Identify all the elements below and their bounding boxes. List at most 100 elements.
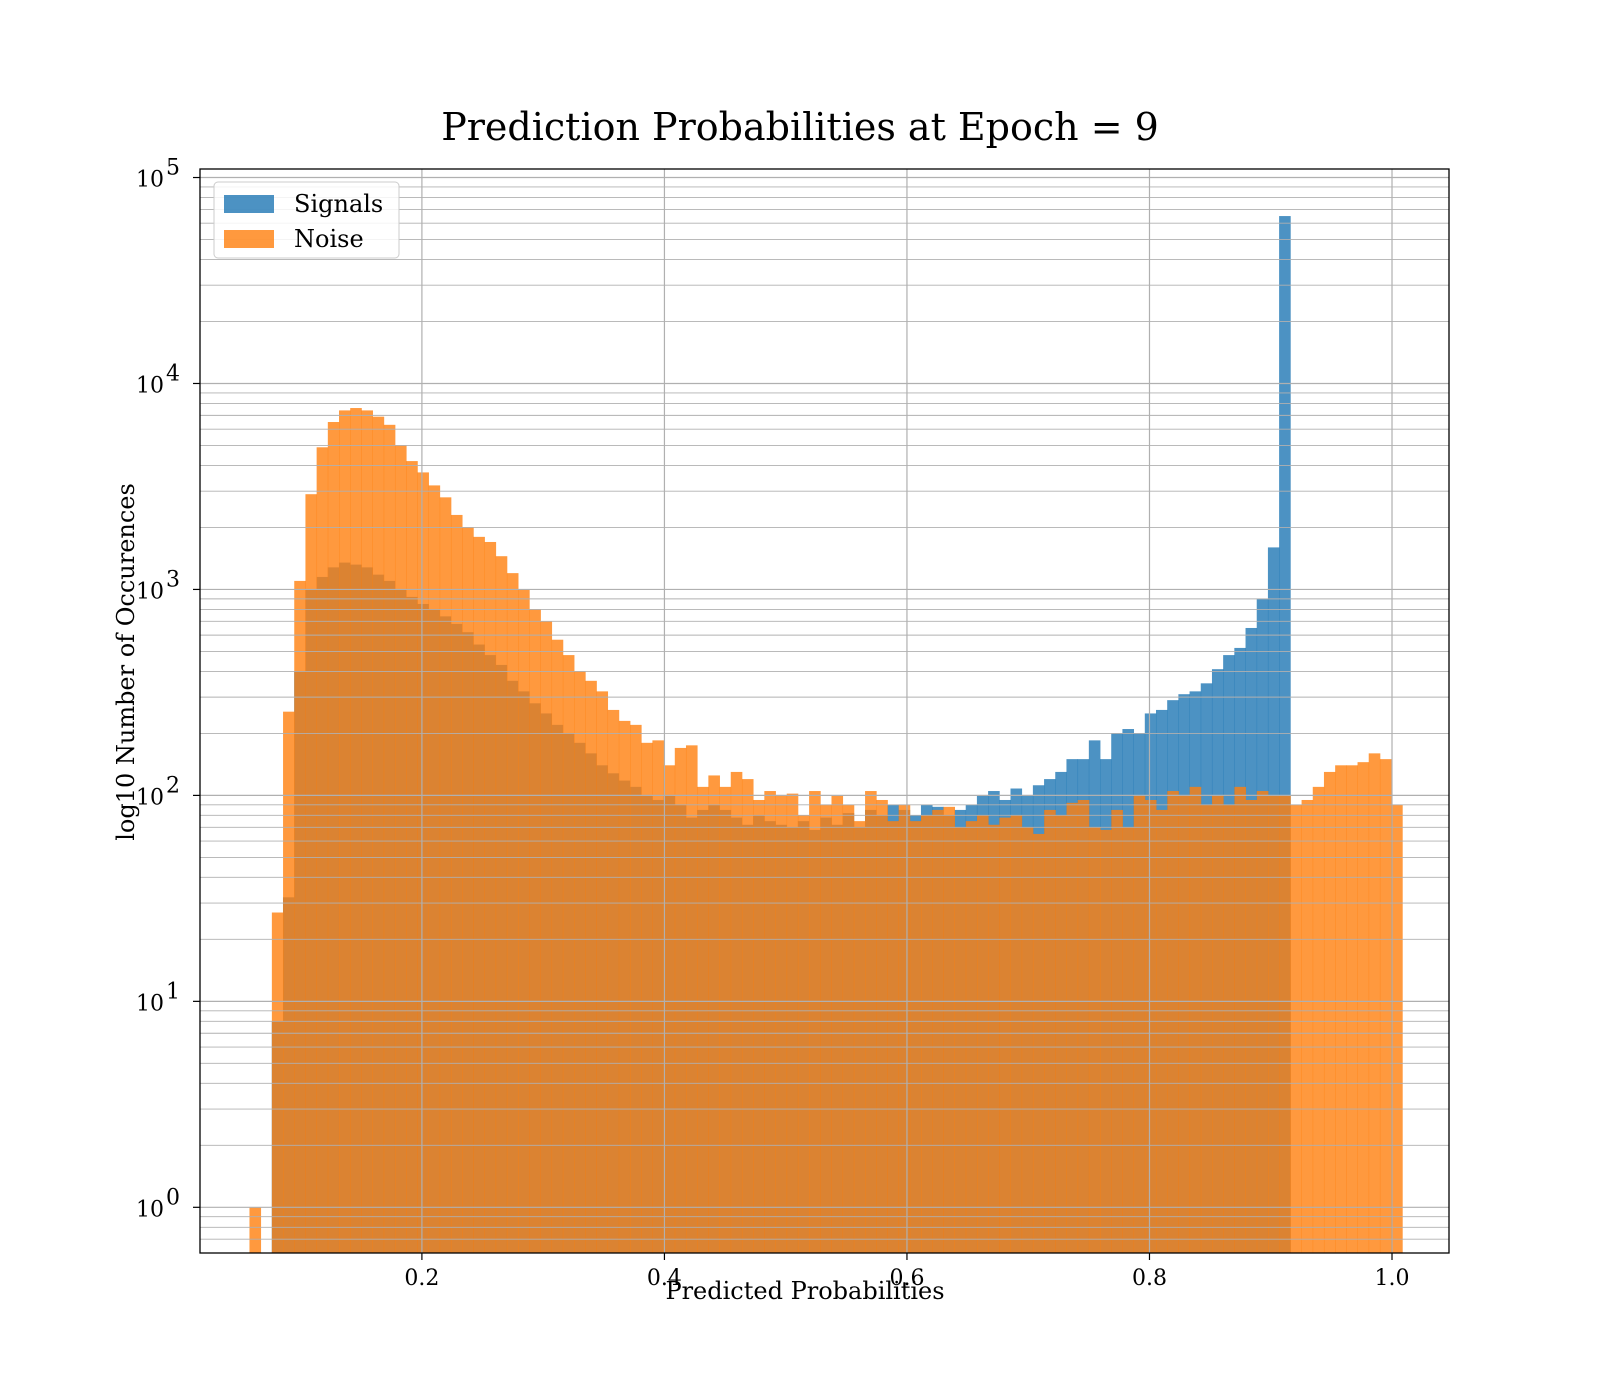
y-tick-label: 10 (136, 168, 164, 193)
noise-bar (809, 791, 821, 1253)
noise-bar (1144, 799, 1157, 1253)
noise-bar (1301, 799, 1314, 1253)
noise-bar (406, 461, 418, 1253)
noise-bar (663, 765, 676, 1253)
noise-bar (697, 786, 709, 1253)
noise-bar (1200, 804, 1213, 1253)
noise-bar (652, 740, 664, 1253)
noise-bar (596, 691, 609, 1253)
y-axis-label: log10 Number of Occurences (112, 483, 140, 841)
noise-bar (775, 795, 788, 1253)
noise-bar (1077, 799, 1090, 1253)
noise-bar (417, 472, 429, 1253)
noise-bar (383, 424, 396, 1253)
noise-bar (954, 827, 967, 1253)
noise-bar (327, 422, 340, 1253)
y-tick-label: 10 (136, 1197, 164, 1222)
noise-bar (574, 671, 586, 1253)
x-tick-label: 0.4 (647, 1266, 682, 1291)
noise-bar (1335, 765, 1347, 1253)
noise-bar (1133, 795, 1146, 1253)
y-tick-label: 10 (136, 991, 164, 1016)
noise-bar (249, 1207, 262, 1253)
noise-bar (921, 815, 933, 1253)
noise-bar (1256, 791, 1269, 1253)
legend-label-signals: Signals (294, 190, 383, 218)
noise-bar (1323, 771, 1336, 1253)
chart-title: Prediction Probabilities at Epoch = 9 (441, 105, 1159, 149)
noise-bar (1234, 786, 1246, 1253)
noise-bar (999, 817, 1011, 1253)
noise-bar (1100, 829, 1112, 1253)
noise-bar (719, 786, 732, 1253)
noise-bar (887, 821, 900, 1253)
y-tick-exponent: 2 (166, 773, 180, 798)
noise-bar (1111, 809, 1123, 1253)
noise-bar (674, 747, 687, 1253)
noise-bar (943, 806, 955, 1253)
noise-bar (1167, 791, 1179, 1253)
noise-bar (551, 639, 564, 1253)
noise-bar (350, 408, 362, 1253)
noise-bar (1032, 833, 1045, 1253)
noise-bar (439, 497, 452, 1253)
noise-bar (708, 775, 720, 1253)
noise-bar (1178, 795, 1191, 1253)
noise-bar (797, 815, 810, 1253)
noise-bar (1212, 795, 1224, 1253)
noise-bar (540, 621, 553, 1253)
noise-bar (462, 527, 474, 1253)
y-tick-exponent: 4 (166, 361, 180, 386)
legend-label-noise: Noise (294, 225, 364, 253)
noise-bar (730, 771, 743, 1253)
noise-bar (988, 824, 1000, 1253)
noise-bar (1368, 753, 1381, 1253)
noise-bar (518, 589, 530, 1253)
y-tick-exponent: 1 (166, 979, 180, 1004)
noise-bar (1156, 809, 1168, 1253)
legend-swatch-signals (224, 195, 274, 213)
noise-bar (1312, 786, 1325, 1253)
noise-bar (1391, 804, 1403, 1253)
noise-bar (372, 416, 385, 1253)
noise-bar (1346, 765, 1358, 1253)
noise-bar (1055, 815, 1067, 1253)
noise-bar (607, 709, 620, 1253)
noise-bar (618, 720, 631, 1253)
noise-bar (753, 799, 765, 1253)
noise-bar (1122, 827, 1135, 1253)
noise-bar (965, 821, 978, 1253)
noise-bar (976, 815, 989, 1253)
noise-bar (865, 791, 877, 1253)
noise-bar (898, 804, 911, 1253)
noise-bar (685, 745, 698, 1253)
noise-bar (876, 799, 888, 1253)
noise-bar (1379, 759, 1392, 1253)
noise-bar (786, 793, 799, 1253)
noise-bar (630, 724, 642, 1253)
noise-bar (283, 711, 295, 1253)
noise-bar (1357, 762, 1370, 1253)
legend: Signals Noise (213, 181, 400, 259)
noise-bar (394, 445, 407, 1253)
x-axis-label: Predicted Probabilities (665, 1277, 944, 1305)
noise-bar (450, 514, 463, 1253)
noise-bar (1267, 795, 1280, 1253)
noise-bar (1021, 827, 1034, 1253)
x-tick-label: 0.8 (1132, 1266, 1167, 1291)
y-tick-exponent: 0 (166, 1185, 180, 1210)
noise-bar (506, 573, 519, 1253)
x-axis-ticks: 0.2 0.4 0.6 0.8 1.0 (404, 1253, 1410, 1291)
signals-bar (1279, 216, 1291, 1253)
noise-bar (1223, 804, 1235, 1253)
noise-bar (1088, 827, 1101, 1253)
noise-bar (932, 809, 944, 1253)
noise-bar (361, 410, 373, 1253)
y-tick-exponent: 3 (166, 567, 180, 592)
noise-bar (1279, 795, 1291, 1253)
noise-bar (294, 580, 306, 1253)
legend-swatch-noise (224, 230, 274, 248)
noise-bar (562, 655, 575, 1253)
